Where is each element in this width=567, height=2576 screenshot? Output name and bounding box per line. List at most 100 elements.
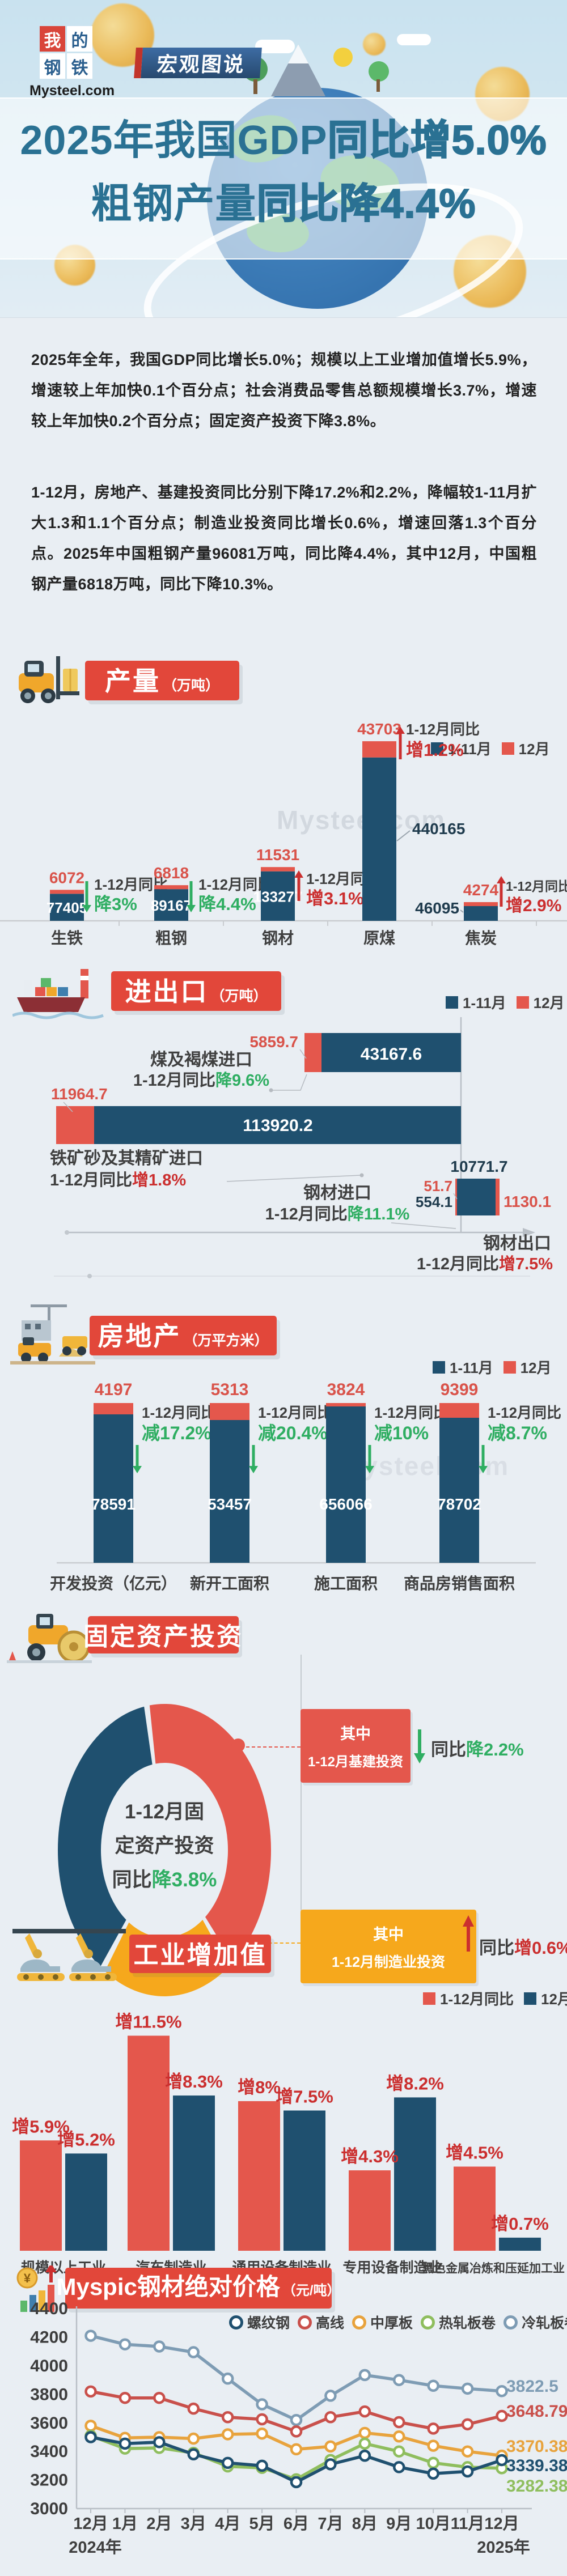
category-label: 焦炭 (465, 929, 497, 947)
jan-nov-value-label: 46095 (415, 899, 459, 917)
production-bar-dec (362, 741, 396, 758)
decoration (414, 1753, 425, 1763)
jan-nov-value-label: 53457 (208, 1495, 252, 1513)
data-point-highwire (324, 2411, 337, 2424)
decoration (24, 980, 32, 996)
decoration (23, 1337, 34, 1345)
arrow-head (396, 726, 405, 734)
month-label: 7月 (318, 2515, 343, 2533)
month-label: 3月 (181, 2515, 206, 2533)
month-label: 12月 (484, 2515, 519, 2533)
steel-import-bar-jan-nov (457, 1179, 461, 1215)
data-point-rebar (84, 2431, 97, 2443)
dec-value-label: 9399 (441, 1380, 479, 1399)
legend-swatch-dec (516, 996, 529, 1009)
logo-char: 我 (40, 26, 65, 52)
decoration (77, 1346, 86, 1355)
main-title-line1: 2025年我国GDP同比增5.0% (0, 107, 567, 166)
decoration (28, 1625, 68, 1644)
data-point-rebar (153, 2436, 166, 2449)
label-part: 1-12月同比 (133, 1071, 215, 1090)
data-point-highwire (461, 2418, 474, 2431)
logo-char: 铁 (67, 53, 92, 79)
data-point-highwire (119, 2391, 132, 2404)
decoration (31, 1304, 67, 1307)
data-point-crc (290, 2414, 303, 2426)
production-bar-jan-nov (464, 906, 498, 921)
steel-export-bar-dec (496, 1179, 500, 1215)
coal-title: 煤及褐煤进口 (150, 1051, 252, 1069)
data-point-crc (221, 2372, 234, 2385)
data-point-rebar (119, 2437, 132, 2450)
steel-export-yoy: 1-12月同比增7.5% (417, 1255, 553, 1273)
decoration: 进出口 (125, 977, 209, 1006)
coin-decoration (363, 33, 386, 56)
data-point-crc (427, 2379, 439, 2392)
realestate-bar-dec (326, 1403, 366, 1406)
data-point-plate (324, 2440, 337, 2453)
tree-trunk (253, 79, 257, 94)
data-point-crc (358, 2369, 371, 2382)
steel-import-jan-nov-label: 554.1 (416, 1193, 452, 1210)
yoy-prefix: 1-12月同比 (198, 876, 272, 893)
yoy-prefix: 1-12月同比 (142, 1404, 215, 1421)
decoration (12, 1011, 104, 1019)
iron-bar-dec (56, 1106, 94, 1144)
iron-dec-label: 11964.7 (51, 1085, 108, 1103)
donut-center-label: 1-12月固 定资产投资 同比降3.8% (57, 1795, 272, 1897)
industry-bar-annual (20, 2140, 62, 2251)
jan-nov-value-label: 656066 (319, 1495, 372, 1513)
macro-badge: 宏观图说 (134, 48, 262, 78)
intro-paragraph-2: 1-12月，房地产、基建投资同比分别下降17.2%和2.2%，降幅较1-11月扩… (31, 484, 537, 593)
section-badge-trade: 进出口 （万吨） (111, 971, 281, 1011)
yoy-prefix: 1-12月同比 (406, 721, 480, 738)
arrow-head (479, 1466, 488, 1473)
data-point-rebar (256, 2459, 268, 2472)
axis-arrow (523, 1228, 535, 1237)
legend-label: 热轧板卷 (439, 2315, 496, 2331)
connector (271, 1074, 307, 1091)
connector-dot (359, 1173, 364, 1178)
legend-marker-rebar (229, 2315, 243, 2330)
decoration (69, 1642, 78, 1651)
decoration (56, 656, 60, 699)
decoration (75, 1974, 81, 1980)
industry-legend: 1-12月同比 12月同比 (413, 1988, 567, 2009)
yoy-value: 增1.2% (406, 740, 464, 760)
data-point-highwire (221, 2411, 234, 2424)
section-badge-production: 产量 （万吨） (85, 661, 239, 700)
decoration (39, 2290, 45, 2312)
label-part: 1-12月同比 (265, 1205, 348, 1223)
decoration: ¥ (24, 2271, 31, 2285)
decoration: 产量 (104, 666, 160, 696)
industry-bar-annual (128, 2035, 170, 2251)
dec-value-label: 6072 (49, 869, 84, 886)
intro-paragraph-1: 2025年全年，我国GDP同比增长5.0%；规模以上工业增加值增长5.9%，增速… (31, 351, 537, 430)
data-point-plate (393, 2430, 405, 2443)
label-part: 1-12月同比 (417, 1255, 499, 1273)
legend-label: 螺纹钢 (247, 2315, 290, 2331)
category-label: 商品房销售面积 (404, 1574, 515, 1592)
dec-yoy-label: 增8.3% (165, 2072, 223, 2092)
decoration (71, 1959, 111, 1972)
end-value-hrc: 3282.38 (506, 2477, 567, 2496)
baseline-dot (87, 1274, 92, 1278)
decoration (105, 1974, 111, 1980)
month-label: 12月 (73, 2515, 108, 2533)
decoration: 2025年我国GDP (20, 118, 328, 163)
decoration: 房地产 (98, 1321, 181, 1351)
logo-char: 的 (67, 26, 92, 52)
month-label: 5月 (249, 2515, 275, 2533)
category-label: 原煤 (363, 929, 395, 947)
data-point-highwire (187, 2402, 200, 2415)
data-point-rebar (290, 2476, 303, 2489)
trade-chart: 5859.743167.6煤及褐煤进口1-12月同比降9.6%11964.711… (50, 1017, 553, 1278)
coal-dec-label: 5859.7 (249, 1033, 298, 1051)
legend-label: 中厚板 (370, 2315, 413, 2331)
yoy-value: 降4.4% (198, 894, 256, 914)
legend-swatch-jan-nov (431, 742, 443, 755)
category-label: 生铁 (51, 929, 83, 947)
decoration (16, 2267, 38, 2289)
decoration: Myspic钢材绝对价格 (56, 2273, 280, 2300)
